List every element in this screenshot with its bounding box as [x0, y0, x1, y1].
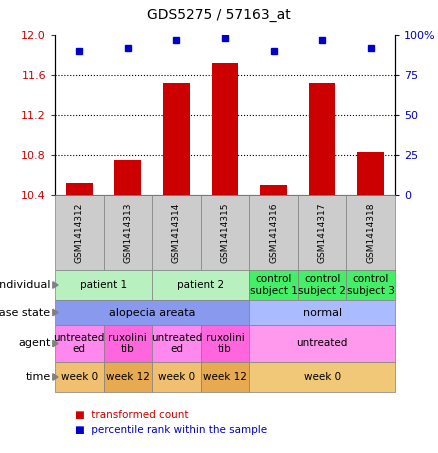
- Text: patient 1: patient 1: [80, 280, 127, 290]
- Text: individual: individual: [0, 280, 51, 290]
- Bar: [163, 83, 190, 195]
- Bar: [66, 183, 93, 195]
- Text: ruxolini
tib: ruxolini tib: [109, 333, 147, 354]
- Text: untreated
ed: untreated ed: [53, 333, 105, 354]
- Text: alopecia areata: alopecia areata: [109, 308, 195, 318]
- Text: control
subject 2: control subject 2: [298, 274, 346, 296]
- Text: GSM1414316: GSM1414316: [269, 202, 278, 263]
- Text: week 12: week 12: [106, 372, 150, 382]
- Text: untreated: untreated: [297, 338, 348, 348]
- Bar: [309, 83, 336, 195]
- Text: GSM1414313: GSM1414313: [124, 202, 132, 263]
- Text: week 12: week 12: [203, 372, 247, 382]
- Text: week 0: week 0: [61, 372, 98, 382]
- Text: disease state: disease state: [0, 308, 51, 318]
- Bar: [260, 185, 287, 195]
- Text: GSM1414318: GSM1414318: [366, 202, 375, 263]
- Text: untreated
ed: untreated ed: [151, 333, 202, 354]
- Text: GSM1414315: GSM1414315: [220, 202, 230, 263]
- Bar: [114, 160, 141, 195]
- Text: ■  percentile rank within the sample: ■ percentile rank within the sample: [75, 425, 267, 435]
- Bar: [212, 63, 238, 195]
- Text: time: time: [25, 372, 51, 382]
- Text: GDS5275 / 57163_at: GDS5275 / 57163_at: [147, 8, 291, 22]
- Text: GSM1414317: GSM1414317: [318, 202, 327, 263]
- Text: week 0: week 0: [158, 372, 195, 382]
- Text: normal: normal: [303, 308, 342, 318]
- Bar: [357, 152, 384, 195]
- Text: control
subject 1: control subject 1: [250, 274, 297, 296]
- Text: ■  transformed count: ■ transformed count: [75, 410, 188, 420]
- Text: patient 2: patient 2: [177, 280, 224, 290]
- Text: GSM1414314: GSM1414314: [172, 202, 181, 263]
- Text: GSM1414312: GSM1414312: [75, 202, 84, 263]
- Text: week 0: week 0: [304, 372, 341, 382]
- Text: ruxolini
tib: ruxolini tib: [205, 333, 244, 354]
- Text: agent: agent: [18, 338, 51, 348]
- Text: control
subject 3: control subject 3: [347, 274, 395, 296]
